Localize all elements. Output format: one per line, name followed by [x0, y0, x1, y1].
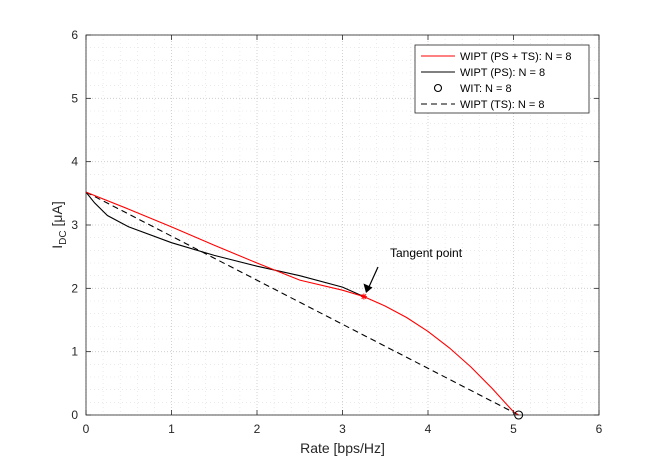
- y-axis-label-main: I: [49, 245, 65, 249]
- series-line-0: [85, 191, 519, 416]
- y-tick-label: 3: [71, 218, 78, 232]
- x-tick-label: 3: [339, 422, 346, 436]
- x-tick-label: 2: [254, 422, 261, 436]
- legend-marker-2: [433, 83, 443, 93]
- y-tick-label: 4: [71, 155, 78, 169]
- series-line-3: [85, 191, 519, 416]
- annotation-text: Tangent point: [390, 246, 463, 260]
- legend-label-1: WIPT (PS): N = 8: [460, 67, 545, 79]
- legend-label-0: WIPT (PS + TS): N = 8: [460, 51, 571, 63]
- x-tick-label: 4: [425, 422, 432, 436]
- series-layer: [85, 191, 524, 420]
- y-tick-label: 6: [71, 28, 78, 42]
- legend-label-3: WIPT (TS): N = 8: [460, 99, 544, 111]
- x-tick-label: 1: [168, 422, 175, 436]
- ticks: 0 1 2 3 4 5 6 0 1 2 3 4 5 6: [71, 28, 602, 436]
- series-line-1: [85, 191, 365, 298]
- legend-label-2: WIT: N = 8: [460, 83, 512, 95]
- y-tick-label: 5: [71, 91, 78, 105]
- annotation: Tangent point: [363, 246, 463, 293]
- y-axis-label: IDC [μA]: [49, 201, 69, 248]
- y-axis-label-sub: DC: [58, 230, 69, 244]
- y-axis-label-unit: [μA]: [49, 201, 65, 230]
- x-tick-label: 0: [83, 422, 90, 436]
- tangent-point-stroke: [361, 294, 367, 300]
- legend: WIPT (PS + TS): N = 8 WIPT (PS): N = 8 WIT…: [414, 44, 590, 114]
- x-tick-label: 5: [510, 422, 517, 436]
- tangent-point-marker: [360, 293, 367, 300]
- x-tick-label: 6: [596, 422, 603, 436]
- y-tick-label: 1: [71, 345, 78, 359]
- annotation-arrow-head: [363, 283, 373, 293]
- y-tick-label: 2: [71, 281, 78, 295]
- x-axis-label: Rate [bps/Hz]: [300, 440, 385, 456]
- annotation-arrow-line: [367, 266, 379, 290]
- y-tick-label: 0: [71, 408, 78, 422]
